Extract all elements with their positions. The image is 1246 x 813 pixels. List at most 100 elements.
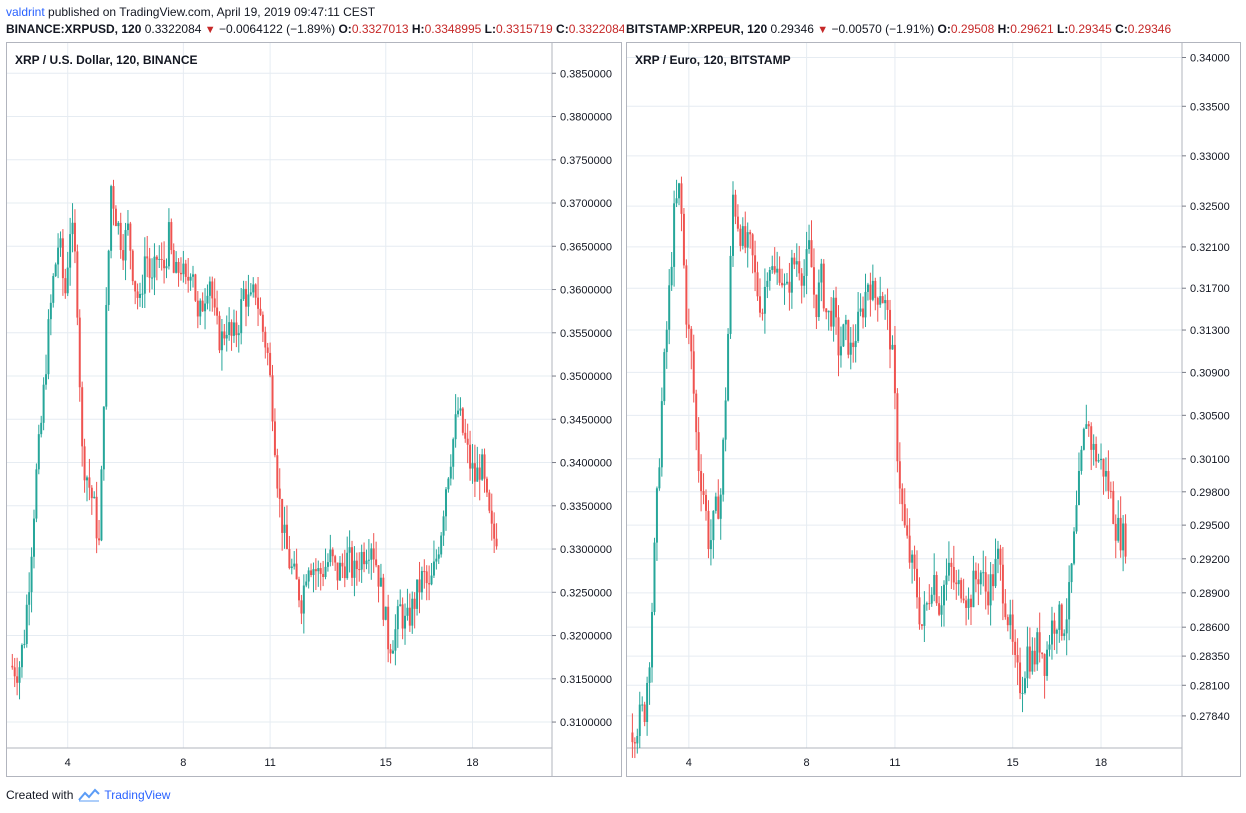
candle-body <box>131 250 134 282</box>
candle-body <box>901 488 904 505</box>
candle-body <box>825 308 828 313</box>
candle-body <box>847 319 850 355</box>
candle-body <box>220 331 223 351</box>
chart-panel-xrpusd[interactable]: 0.3850000 0.3800000 0.3750000 0.3700000 0.36… <box>6 42 622 777</box>
candle-body <box>257 297 260 309</box>
y-tick-label: 0.3400000 <box>560 458 612 470</box>
candle-body <box>285 524 288 549</box>
candle-body <box>172 250 175 273</box>
candle-body <box>37 434 40 470</box>
chart-canvas-xrpusd[interactable]: 0.3850000 0.3800000 0.3750000 0.3700000 0.36… <box>7 43 621 776</box>
candle-body <box>218 315 221 351</box>
candle-body <box>288 548 291 569</box>
candle-body <box>266 347 269 353</box>
candle-body <box>736 216 739 229</box>
candle-body <box>355 560 358 570</box>
candle-body <box>228 322 231 335</box>
y-tick-label: 0.28600 <box>1190 622 1230 634</box>
candle-body <box>972 570 975 608</box>
candle-body <box>908 535 911 563</box>
candle-body <box>353 560 356 578</box>
candle-body <box>430 575 433 585</box>
candle-body <box>1014 641 1017 656</box>
candle-body <box>396 606 399 630</box>
candle-body <box>447 478 450 490</box>
candle-body <box>35 469 38 519</box>
candle-body <box>326 562 329 567</box>
candle-body <box>117 222 120 227</box>
y-tick-label: 0.33000 <box>1190 151 1230 163</box>
candle-body <box>1046 649 1049 676</box>
candle-body <box>485 478 488 493</box>
candle-body <box>1026 646 1029 679</box>
candle-body <box>1031 650 1034 672</box>
candle-body <box>69 234 72 268</box>
candle-body <box>893 344 896 394</box>
candle-body <box>408 607 411 626</box>
footer-created-with: Created with <box>6 788 74 802</box>
candle-body <box>1055 629 1058 634</box>
candle-body <box>363 551 366 565</box>
candle-body <box>187 276 190 281</box>
candle-body <box>259 308 262 315</box>
candle-body <box>290 566 293 569</box>
candle-body <box>1102 458 1105 477</box>
candle-body <box>247 294 250 307</box>
candle-body <box>722 439 725 495</box>
chart-canvas-xrpeur[interactable]: 0.34000 0.33500 0.33000 0.32500 0.32100 0.317… <box>627 43 1240 776</box>
candle-body <box>293 563 296 567</box>
candle-body <box>83 446 86 481</box>
quote-change: −0.0064122 (−1.89%) <box>219 22 336 36</box>
candle-body <box>341 562 344 567</box>
candle-body <box>886 300 889 310</box>
candle-body <box>768 269 771 281</box>
candle-body <box>365 560 368 565</box>
candle-body <box>317 568 320 572</box>
candle-body <box>322 573 325 577</box>
candle-body <box>211 281 214 299</box>
candle-body <box>394 629 397 651</box>
quote-symbol: BITSTAMP:XRPEUR, 120 <box>626 22 768 36</box>
candle-body <box>670 266 673 286</box>
candle-body <box>432 561 435 576</box>
candle-body <box>852 342 855 348</box>
candle-body <box>273 421 276 456</box>
candle-body <box>1122 523 1125 551</box>
candle-body <box>452 439 455 467</box>
candle-body <box>967 598 970 608</box>
candle-body <box>817 282 820 318</box>
candle-body <box>709 540 712 550</box>
candle-body <box>283 524 286 533</box>
candle-body <box>223 331 226 339</box>
candle-body <box>923 604 926 626</box>
y-tick-label: 0.28100 <box>1190 680 1230 692</box>
candle-body <box>822 263 825 309</box>
candle-body <box>138 293 141 298</box>
candle-body <box>206 295 209 304</box>
candle-body <box>16 676 19 683</box>
candle-body <box>124 230 127 261</box>
candle-body <box>996 548 999 559</box>
author-name[interactable]: valdrint <box>6 5 45 19</box>
chart-panel-xrpeur[interactable]: 0.34000 0.33500 0.33000 0.32500 0.32100 0.317… <box>626 42 1241 777</box>
candle-body <box>631 732 634 743</box>
candle-body <box>1006 617 1009 626</box>
candle-body <box>950 562 953 567</box>
y-tick-label: 0.3200000 <box>560 631 612 643</box>
footer-brand[interactable]: TradingView <box>104 788 171 802</box>
candle-body <box>418 579 421 593</box>
candle-body <box>160 258 163 260</box>
candle-body <box>25 604 28 644</box>
x-tick-label: 18 <box>1095 757 1107 769</box>
candle-body <box>727 333 730 401</box>
candle-body <box>493 523 496 539</box>
candle-body <box>866 284 869 292</box>
candle-body <box>1117 517 1120 541</box>
candle-body <box>1048 644 1051 650</box>
candle-body <box>45 374 48 385</box>
y-tick-label: 0.29800 <box>1190 487 1230 499</box>
candle-body <box>179 272 182 275</box>
candle-body <box>235 322 238 336</box>
quote-high: 0.29621 <box>1010 22 1054 36</box>
quote-close: 0.29346 <box>1127 22 1172 36</box>
